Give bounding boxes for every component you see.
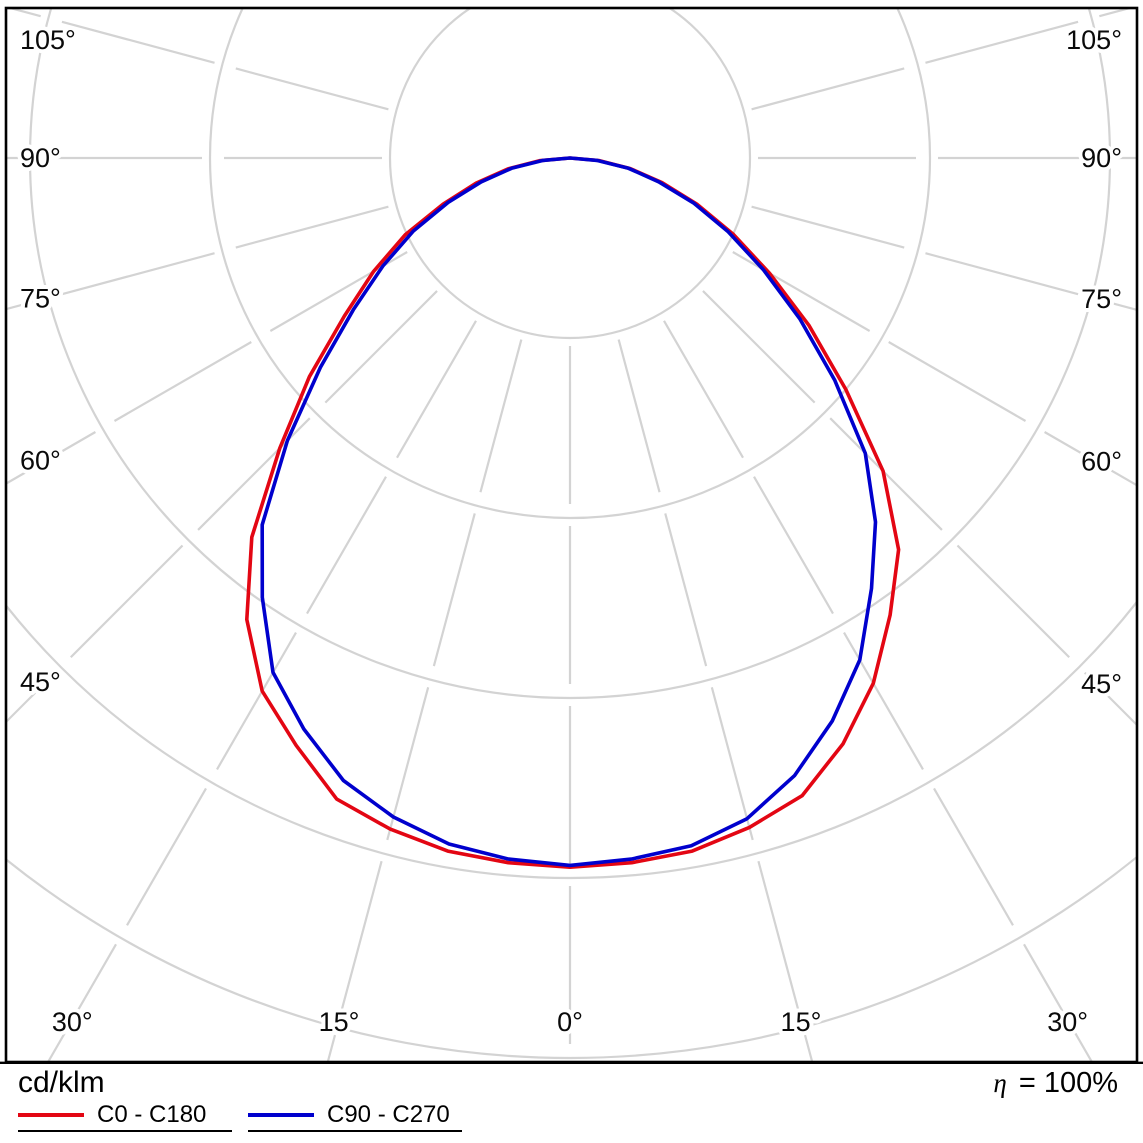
angle-tick-label: 0° — [557, 1007, 583, 1037]
angle-tick-labels: 0° 15° 15° 30° 30° 45° 45° 60° 60° 75° 75° 90° 90° 10… — [16, 21, 1126, 1041]
angle-tick-label: 30° — [1047, 1007, 1088, 1037]
curve-C90-C270 — [260, 156, 878, 868]
angle-tick-label: 75° — [20, 283, 61, 313]
grid-ray — [7, 251, 408, 485]
grid-ray — [7, 290, 438, 723]
grid-ray — [326, 339, 523, 1061]
grid-ring — [7, 601, 1136, 879]
eta-symbol: η — [993, 1068, 1007, 1098]
legend-label-c90-c270: C90 - C270 — [327, 1100, 450, 1128]
angle-tick-label: 75° — [1081, 284, 1122, 314]
grid-ray — [7, 205, 389, 310]
curve-C0-C180 — [245, 156, 901, 870]
angle-tick-label: 15° — [781, 1007, 822, 1037]
angle-tick-label: 105° — [20, 25, 76, 55]
grid-ray — [751, 205, 1136, 311]
angle-tick-label: 60° — [20, 446, 61, 476]
efficiency-value: = 100% — [1018, 1067, 1118, 1099]
c90-c270-line-swatch — [248, 1112, 314, 1117]
angle-tick-label: 90° — [20, 143, 61, 173]
grid-ring — [209, 9, 931, 519]
unit-label: cd/klm — [18, 1066, 105, 1099]
angle-tick-label: 30° — [52, 1007, 93, 1037]
grid-ray — [9, 9, 389, 111]
c0-c180-line-swatch — [18, 1112, 84, 1117]
grid-ray — [732, 251, 1136, 487]
angle-tick-label: 45° — [20, 667, 61, 697]
angle-tick-label: 105° — [1066, 25, 1122, 55]
plot-border — [4, 6, 1139, 1064]
legend-item-c0-c180: C0 - C180 — [18, 1099, 232, 1132]
grid-ray — [702, 290, 1136, 726]
angle-tick-label: 90° — [1081, 143, 1122, 173]
grid-ray — [751, 9, 1131, 111]
angle-tick-label: 60° — [1081, 447, 1122, 477]
efficiency-label: η = 100% — [993, 1067, 1118, 1100]
angle-tick-label: 45° — [1081, 669, 1122, 699]
angle-tick-label: 15° — [319, 1007, 360, 1037]
intensity-curves — [245, 156, 901, 870]
grid-ring — [388, 9, 752, 340]
legend-label-c0-c180: C0 - C180 — [97, 1100, 207, 1128]
grid-ray — [663, 320, 1093, 1061]
legend-item-c90-c270: C90 - C270 — [248, 1099, 462, 1132]
grid-ring — [29, 9, 1111, 699]
grid-ray — [47, 320, 477, 1061]
grid-ring — [7, 856, 1136, 1059]
grid-ray — [617, 339, 814, 1061]
